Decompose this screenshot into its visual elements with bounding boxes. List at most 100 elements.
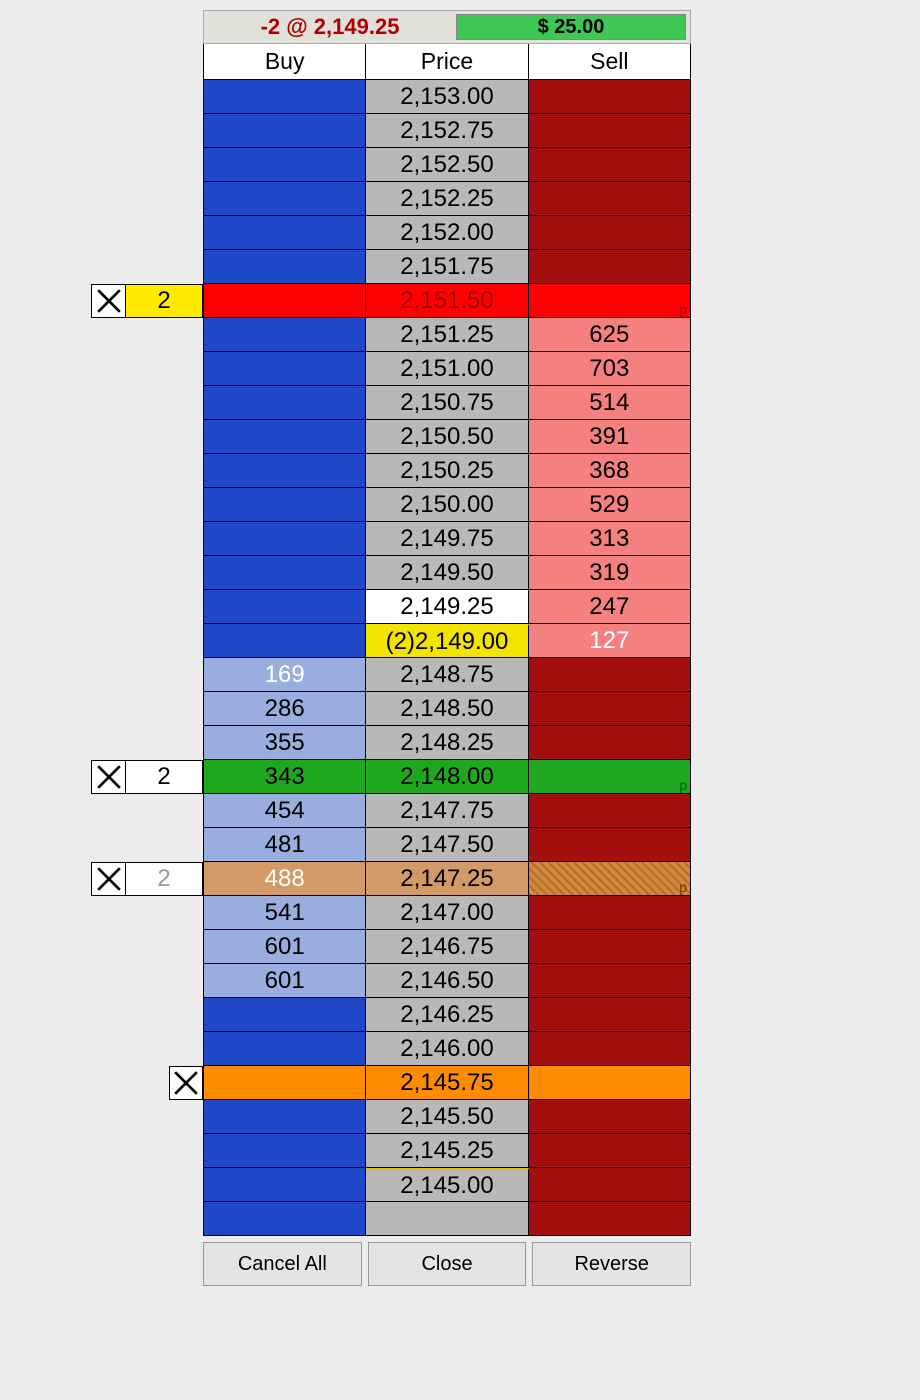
buy-cell[interactable]: 601 <box>204 930 366 964</box>
sell-cell[interactable]: 391 <box>529 420 691 454</box>
buy-cell[interactable]: 488 <box>204 862 366 896</box>
sell-cell[interactable]: p <box>529 760 691 794</box>
price-cell: 2,150.50 <box>366 420 528 454</box>
cancel-order-icon[interactable] <box>92 863 126 895</box>
buy-cell[interactable] <box>204 148 366 182</box>
price-cell: 2,150.00 <box>366 488 528 522</box>
sell-cell[interactable] <box>529 998 691 1032</box>
ladder-row: 2,146.00 <box>203 1032 691 1066</box>
buy-cell[interactable] <box>204 284 366 318</box>
order-qty: 2 <box>126 761 202 793</box>
buy-cell[interactable] <box>204 420 366 454</box>
sell-cell[interactable] <box>529 658 691 692</box>
price-cell <box>366 1202 528 1236</box>
sell-cell[interactable] <box>529 692 691 726</box>
price-cell: (2)2,149.00 <box>366 624 528 658</box>
sell-cell[interactable]: 368 <box>529 454 691 488</box>
sell-cell[interactable] <box>529 896 691 930</box>
order-tag: 2 <box>91 862 203 896</box>
buy-cell[interactable] <box>204 590 366 624</box>
buy-cell[interactable] <box>204 1066 366 1100</box>
price-cell: 2,152.00 <box>366 216 528 250</box>
buy-cell[interactable] <box>204 318 366 352</box>
sell-cell[interactable] <box>529 1168 691 1202</box>
buy-cell[interactable]: 343 <box>204 760 366 794</box>
sell-cell[interactable] <box>529 794 691 828</box>
sell-cell[interactable]: 313 <box>529 522 691 556</box>
sell-cell[interactable]: 247 <box>529 590 691 624</box>
sell-cell[interactable] <box>529 1100 691 1134</box>
close-button[interactable]: Close <box>368 1242 527 1286</box>
sell-cell[interactable] <box>529 964 691 998</box>
ladder-row: 2,152.50 <box>203 148 691 182</box>
buy-cell[interactable]: 601 <box>204 964 366 998</box>
buy-cell[interactable] <box>204 182 366 216</box>
buy-cell[interactable] <box>204 1168 366 1202</box>
buy-cell[interactable] <box>204 352 366 386</box>
price-cell: 2,153.00 <box>366 80 528 114</box>
ladder-row: 3432,148.00p <box>203 760 691 794</box>
buy-cell[interactable] <box>204 488 366 522</box>
price-cell: 2,145.00 <box>366 1168 528 1202</box>
buy-cell[interactable] <box>204 1134 366 1168</box>
sell-cell[interactable] <box>529 1134 691 1168</box>
sell-cell[interactable] <box>529 1066 691 1100</box>
reverse-button[interactable]: Reverse <box>532 1242 691 1286</box>
buy-cell[interactable]: 169 <box>204 658 366 692</box>
p-marker: p <box>679 879 687 895</box>
ladder-row: 2,149.50319 <box>203 556 691 590</box>
sell-cell[interactable] <box>529 114 691 148</box>
sell-cell[interactable] <box>529 182 691 216</box>
price-cell: 2,145.25 <box>366 1134 528 1168</box>
buy-cell[interactable]: 286 <box>204 692 366 726</box>
buy-cell[interactable] <box>204 1100 366 1134</box>
order-tag: 2 <box>91 760 203 794</box>
sell-cell[interactable] <box>529 216 691 250</box>
sell-cell[interactable] <box>529 1032 691 1066</box>
cancel-all-button[interactable]: Cancel All <box>203 1242 362 1286</box>
ladder-row: 4812,147.50 <box>203 828 691 862</box>
buy-cell[interactable]: 541 <box>204 896 366 930</box>
sell-cell[interactable]: 703 <box>529 352 691 386</box>
header-price: Price <box>366 44 528 80</box>
sell-cell[interactable] <box>529 930 691 964</box>
sell-cell[interactable]: p <box>529 284 691 318</box>
buy-cell[interactable] <box>204 250 366 284</box>
buy-cell[interactable] <box>204 624 366 658</box>
cancel-order-icon[interactable] <box>92 761 126 793</box>
sell-cell[interactable]: 127 <box>529 624 691 658</box>
sell-cell[interactable]: 529 <box>529 488 691 522</box>
buy-cell[interactable] <box>204 1202 366 1236</box>
sell-cell[interactable] <box>529 148 691 182</box>
buy-cell[interactable] <box>204 1032 366 1066</box>
buy-cell[interactable] <box>204 454 366 488</box>
buy-cell[interactable] <box>204 114 366 148</box>
buy-cell[interactable] <box>204 386 366 420</box>
sell-cell[interactable]: p <box>529 862 691 896</box>
buy-cell[interactable]: 454 <box>204 794 366 828</box>
buy-cell[interactable] <box>204 998 366 1032</box>
ladder-row: 2,151.75 <box>203 250 691 284</box>
price-cell: 2,149.25 <box>366 590 528 624</box>
buy-cell[interactable]: 355 <box>204 726 366 760</box>
price-cell: 2,145.75 <box>366 1066 528 1100</box>
sell-cell[interactable] <box>529 1202 691 1236</box>
cancel-order-icon[interactable] <box>169 1066 203 1100</box>
order-tag: 2 <box>91 284 203 318</box>
ladder-row: 2,151.25625 <box>203 318 691 352</box>
cancel-order-icon[interactable] <box>92 285 126 317</box>
sell-cell[interactable]: 319 <box>529 556 691 590</box>
ladder-row: 2,151.50p <box>203 284 691 318</box>
buy-cell[interactable] <box>204 522 366 556</box>
sell-cell[interactable] <box>529 80 691 114</box>
sell-cell[interactable] <box>529 250 691 284</box>
buy-cell[interactable] <box>204 80 366 114</box>
header-buy: Buy <box>204 44 366 80</box>
sell-cell[interactable]: 625 <box>529 318 691 352</box>
buy-cell[interactable]: 481 <box>204 828 366 862</box>
buy-cell[interactable] <box>204 556 366 590</box>
buy-cell[interactable] <box>204 216 366 250</box>
sell-cell[interactable] <box>529 828 691 862</box>
sell-cell[interactable] <box>529 726 691 760</box>
sell-cell[interactable]: 514 <box>529 386 691 420</box>
